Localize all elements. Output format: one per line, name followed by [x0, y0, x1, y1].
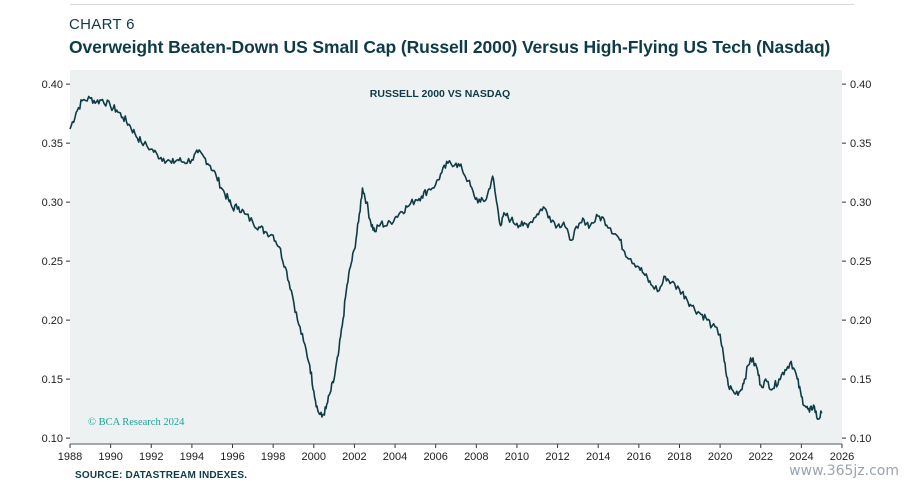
axes: 0.10 0.10 0.15 0.15 0.20 0.20 0.25 0.25 0.30 0.30… [42, 79, 872, 463]
copyright-text: © BCA Research 2024 [88, 417, 185, 428]
x-tick-label: 2000 [302, 451, 326, 463]
y-tick-label-left: 0.15 [42, 374, 63, 386]
x-tick-label: 2014 [586, 451, 610, 463]
x-tick-label: 2026 [830, 451, 854, 463]
y-tick-label-left: 0.20 [42, 315, 63, 327]
x-tick-label: 1990 [98, 451, 122, 463]
x-tick-label: 2020 [708, 451, 732, 463]
y-tick-label-right: 0.25 [850, 256, 871, 268]
x-tick-label: 2012 [545, 451, 569, 463]
y-tick-label-left: 0.35 [42, 138, 63, 150]
x-tick-label: 2016 [627, 451, 651, 463]
x-tick-label: 1988 [58, 451, 82, 463]
x-tick-label: 2022 [748, 451, 772, 463]
y-tick-label-left: 0.25 [42, 256, 63, 268]
x-tick-label: 2002 [342, 451, 366, 463]
y-tick-label-right: 0.35 [850, 138, 871, 150]
series-layer [69, 95, 823, 420]
top-rule [70, 4, 854, 5]
x-tick-label: 2006 [423, 451, 447, 463]
x-tick-label: 1994 [180, 451, 204, 463]
plot-panel [70, 70, 842, 444]
y-tick-label-left: 0.30 [42, 197, 63, 209]
y-tick-label-right: 0.10 [850, 433, 871, 445]
y-tick-label-left: 0.40 [42, 79, 63, 91]
inner-chart-title: RUSSELL 2000 VS NASDAQ [370, 88, 510, 100]
source-note: SOURCE: DATASTREAM INDEXES. [75, 470, 248, 481]
x-tick-label: 1996 [220, 451, 244, 463]
y-tick-label-right: 0.40 [850, 79, 871, 91]
x-tick-label: 2004 [383, 451, 407, 463]
x-tick-label: 1992 [139, 451, 163, 463]
chart-number: CHART 6 [69, 16, 135, 33]
x-tick-label: 1998 [261, 451, 285, 463]
x-tick-label: 2010 [505, 451, 529, 463]
chart-title: Overweight Beaten-Down US Small Cap (Rus… [69, 37, 831, 57]
y-tick-label-right: 0.30 [850, 197, 871, 209]
watermark-text: www.365jz.com [789, 463, 899, 479]
x-tick-label: 2018 [667, 451, 691, 463]
series-line [69, 95, 823, 420]
x-tick-label: 2008 [464, 451, 488, 463]
x-tick-label: 2024 [789, 451, 813, 463]
y-tick-label-left: 0.10 [42, 433, 63, 445]
y-tick-label-right: 0.15 [850, 374, 871, 386]
y-tick-label-right: 0.20 [850, 315, 871, 327]
